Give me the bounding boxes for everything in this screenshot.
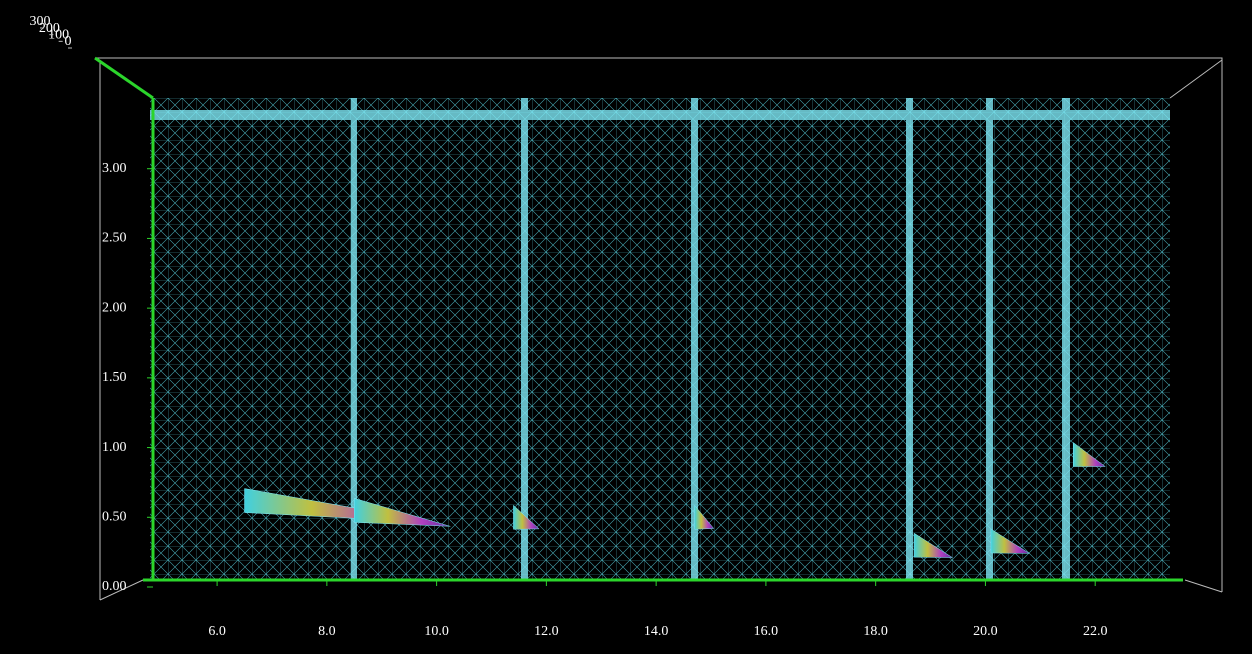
x-tick-label: 10.0: [424, 624, 449, 639]
y-tick-label: 0.00: [102, 579, 127, 594]
x-tick-label: 8.0: [318, 624, 336, 639]
x-tick-label: 22.0: [1083, 624, 1108, 639]
x-tick-label: 6.0: [208, 624, 226, 639]
y-tick-label: 1.50: [102, 370, 127, 385]
chart: 6.0 8.0 10.0 12.0 14.0 16.0 18.0 20.0 22.0 0.00 0.…: [0, 0, 1252, 654]
x-tick-label: 20.0: [973, 624, 998, 639]
y-tick-label: 2.50: [102, 231, 127, 246]
x-tick-label: 16.0: [754, 624, 779, 639]
x-tick-label: 18.0: [863, 624, 888, 639]
y-tick-label: 0.50: [102, 510, 127, 525]
y-tick-label: 3.00: [102, 161, 127, 176]
x-tick-label: 12.0: [534, 624, 559, 639]
x-tick-label: 14.0: [644, 624, 669, 639]
y-tick-label: 1.00: [102, 440, 127, 455]
z-tick-label: 300: [30, 14, 51, 29]
y-tick-label: 2.00: [102, 300, 127, 315]
page: {"chart_data": {"type": "surface3d", "xl…: [0, 0, 1252, 654]
